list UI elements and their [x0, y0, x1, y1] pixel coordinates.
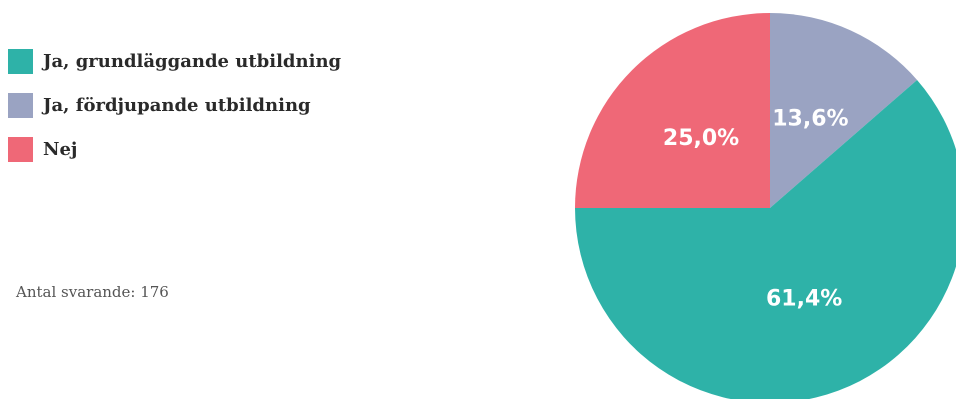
slice-value-label: 61,4%	[766, 286, 842, 311]
slice-value-label: 13,6%	[772, 106, 848, 131]
legend-label: Nej	[43, 138, 78, 160]
legend-label: Ja, fördjupande utbildning	[43, 94, 311, 116]
respondent-count: Antal svarande: 176	[16, 283, 169, 301]
pie-slice-0	[770, 13, 918, 208]
legend-swatch	[8, 48, 33, 74]
chart-legend: Ja, grundläggande utbildning Ja, fördjup…	[8, 47, 341, 179]
pie-slice-1	[575, 79, 956, 399]
slice-value-label: 25,0%	[663, 126, 739, 151]
legend-swatch	[8, 136, 33, 162]
legend-item-nej: Nej	[8, 135, 341, 163]
legend-swatch	[8, 92, 33, 118]
legend-item-grundlaggande: Ja, grundläggande utbildning	[8, 47, 341, 75]
legend-label: Ja, grundläggande utbildning	[43, 50, 342, 72]
pie-slice-2	[575, 13, 770, 208]
legend-item-fordjupande: Ja, fördjupande utbildning	[8, 91, 341, 119]
